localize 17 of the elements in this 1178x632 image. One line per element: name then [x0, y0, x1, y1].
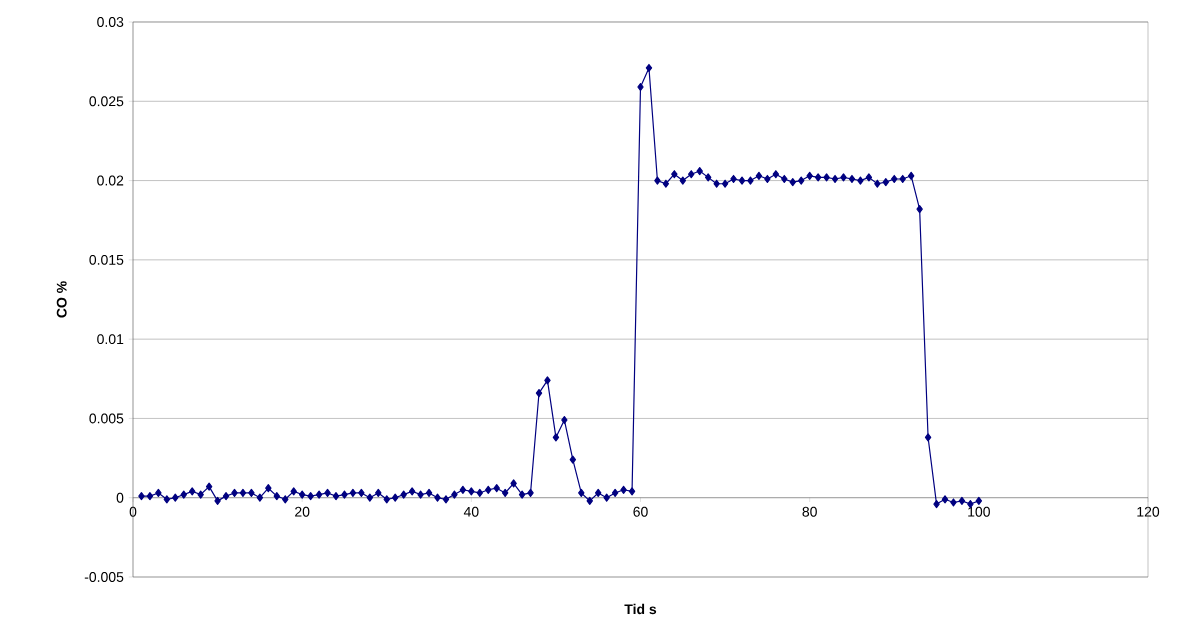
x-tick-label: 100 [968, 506, 990, 517]
x-tick-label: 0 [129, 506, 137, 517]
x-tick-label: 40 [463, 506, 479, 517]
y-tick-label: 0.02 [97, 175, 124, 186]
y-tick-label: 0 [116, 492, 124, 503]
x-tick-label: 20 [295, 506, 310, 517]
y-tick-label: 0.03 [97, 17, 124, 27]
y-tick-label: 0.015 [89, 254, 124, 265]
y-axis-title: CO % [56, 281, 67, 318]
x-tick-label: 80 [802, 506, 817, 517]
x-axis-title: Tid s [624, 603, 657, 615]
x-tick-label: 120 [1137, 506, 1160, 517]
y-tick-label: 0.025 [89, 96, 124, 107]
y-tick-label: -0.005 [84, 572, 124, 582]
y-tick-label: 0.005 [89, 413, 124, 424]
y-tick-label: 0.01 [97, 334, 124, 345]
x-tick-label: 60 [633, 506, 648, 517]
